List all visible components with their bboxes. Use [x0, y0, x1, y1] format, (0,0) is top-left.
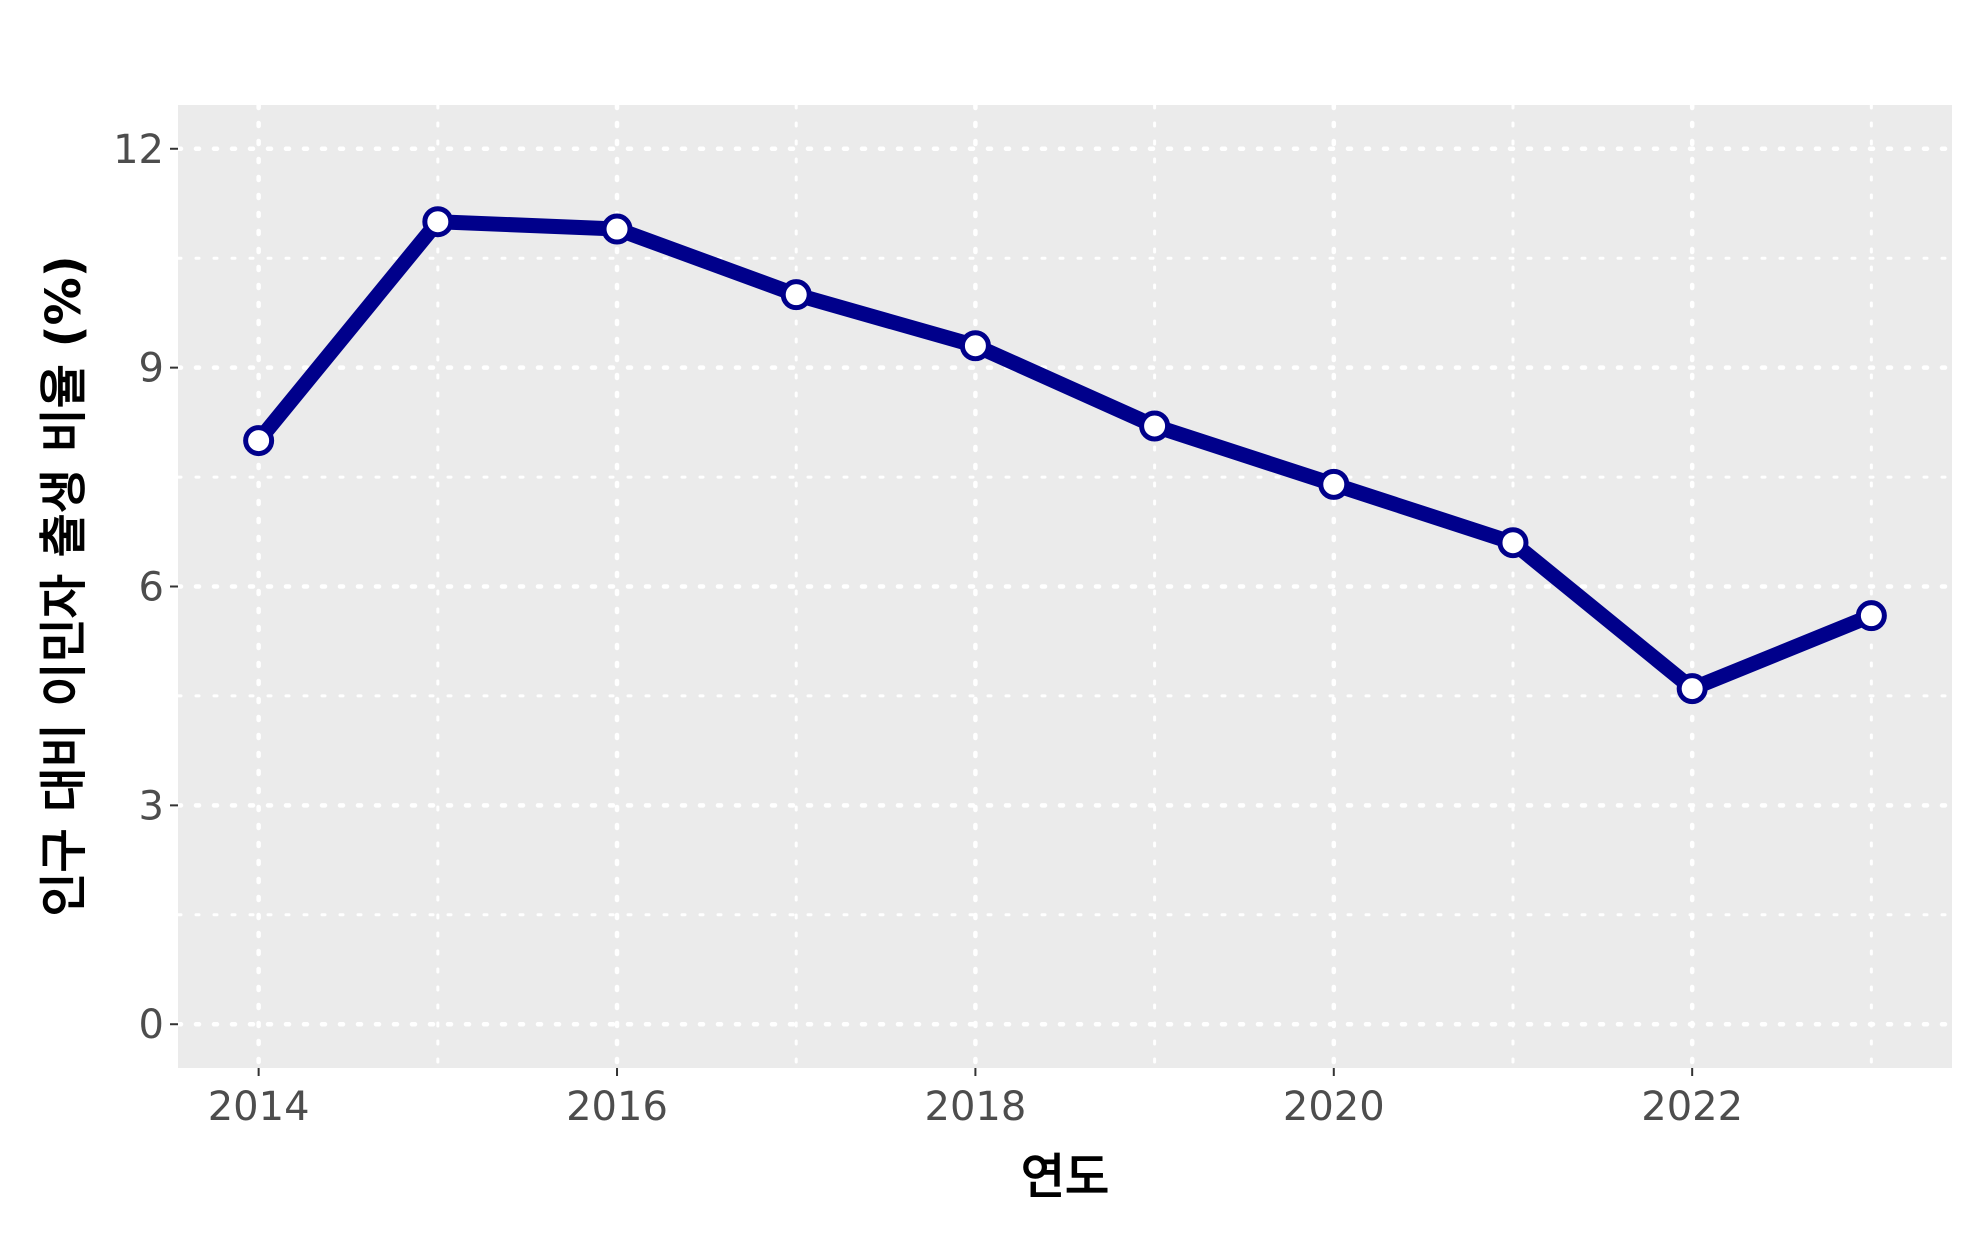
- marker-layer: [243, 206, 1887, 705]
- y-tick-label-12: 12: [113, 127, 164, 173]
- x-tick-label-2016: 2016: [566, 1084, 668, 1130]
- data-point-2014: [243, 425, 275, 457]
- data-point-2019: [1139, 410, 1171, 442]
- y-axis-tick-labels: 0 3 6 9 12: [113, 127, 164, 1048]
- data-point-2017: [780, 279, 812, 311]
- series-layer: [251, 214, 1879, 697]
- data-point-2021: [1497, 527, 1529, 559]
- y-tick-label-6: 6: [139, 565, 164, 611]
- data-point-2020: [1318, 468, 1350, 500]
- data-point-2018: [959, 330, 991, 362]
- y-axis-title: 인구 대비 이민자 출생 비율 (%): [36, 255, 92, 916]
- series-line: [251, 214, 1879, 697]
- x-axis-title: 연도: [1021, 1149, 1109, 1205]
- y-tick-label-3: 3: [139, 783, 164, 829]
- axis-ticks: [170, 147, 1694, 1076]
- data-point-2016: [601, 213, 633, 245]
- y-tick-label-9: 9: [139, 346, 164, 392]
- x-axis-tick-labels: 2014 2016 2018 2020 2022: [208, 1084, 1743, 1130]
- x-tick-label-2022: 2022: [1641, 1084, 1743, 1130]
- x-tick-label-2020: 2020: [1283, 1084, 1385, 1130]
- x-tick-label-2014: 2014: [208, 1084, 310, 1130]
- x-tick-label-2018: 2018: [925, 1084, 1027, 1130]
- gridlines: [175, 102, 1955, 1071]
- data-point-2022: [1676, 673, 1708, 705]
- data-point-2015: [422, 206, 454, 238]
- y-tick-label-0: 0: [139, 1002, 164, 1048]
- data-point-2023: [1855, 600, 1887, 632]
